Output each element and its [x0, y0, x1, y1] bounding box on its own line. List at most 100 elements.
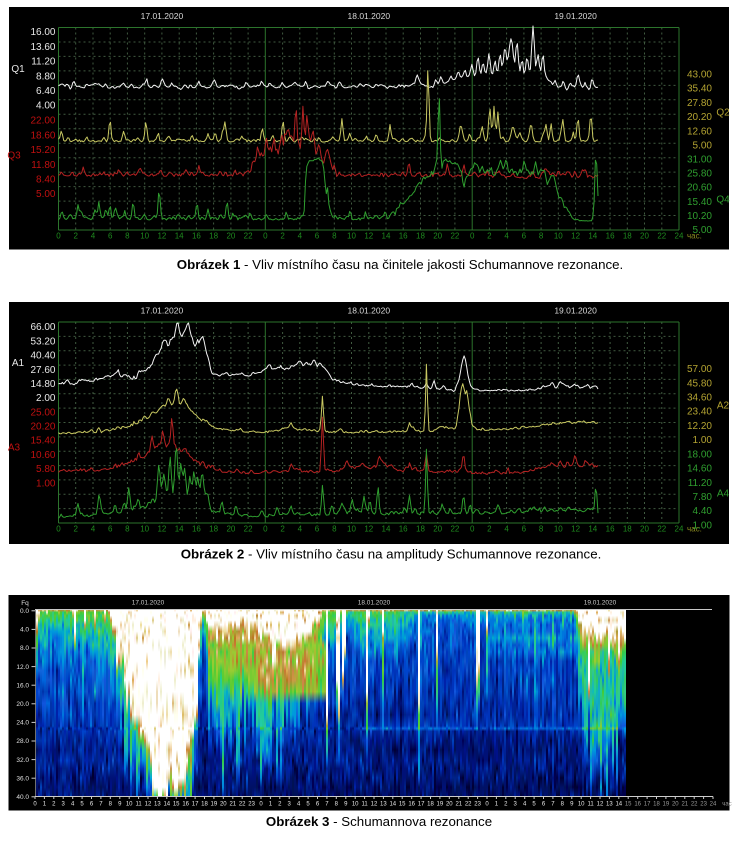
svg-text:2.00: 2.00	[36, 393, 56, 404]
svg-text:34.60: 34.60	[687, 393, 712, 404]
svg-text:5: 5	[306, 802, 310, 808]
svg-text:16: 16	[408, 802, 415, 808]
svg-text:4: 4	[298, 525, 303, 534]
svg-text:10: 10	[126, 802, 133, 808]
svg-text:4: 4	[504, 525, 509, 534]
svg-text:12: 12	[157, 232, 166, 241]
svg-text:20: 20	[226, 232, 235, 241]
svg-text:18: 18	[209, 232, 218, 241]
svg-text:0: 0	[263, 232, 268, 241]
svg-text:12.20: 12.20	[687, 421, 712, 432]
svg-text:17: 17	[644, 802, 651, 808]
svg-text:12: 12	[364, 525, 373, 534]
svg-text:8: 8	[125, 232, 130, 241]
svg-text:27.80: 27.80	[687, 98, 712, 109]
svg-text:15: 15	[399, 802, 406, 808]
svg-text:16.0: 16.0	[16, 682, 29, 689]
svg-text:2: 2	[52, 802, 56, 808]
svg-text:11.20: 11.20	[688, 478, 713, 489]
svg-text:12.0: 12.0	[16, 664, 29, 671]
svg-text:4: 4	[91, 525, 96, 534]
svg-text:8.40: 8.40	[36, 175, 56, 186]
svg-text:2: 2	[278, 802, 282, 808]
svg-text:32.0: 32.0	[16, 757, 29, 764]
svg-text:4: 4	[91, 232, 96, 241]
svg-text:25.80: 25.80	[687, 169, 712, 180]
svg-text:22: 22	[239, 802, 246, 808]
svg-text:18.01.2020: 18.01.2020	[358, 600, 391, 607]
svg-text:11.80: 11.80	[31, 160, 56, 171]
svg-text:7: 7	[99, 802, 103, 808]
svg-text:14: 14	[615, 802, 622, 808]
svg-text:10: 10	[578, 802, 585, 808]
svg-text:22: 22	[657, 525, 666, 534]
svg-text:19.01.2020: 19.01.2020	[554, 11, 597, 21]
svg-text:4.0: 4.0	[20, 627, 29, 634]
svg-text:17: 17	[192, 802, 199, 808]
svg-text:20: 20	[433, 525, 442, 534]
svg-text:10: 10	[554, 525, 563, 534]
svg-text:17.01.2020: 17.01.2020	[132, 600, 165, 607]
svg-text:10: 10	[554, 232, 563, 241]
svg-text:10.20: 10.20	[687, 211, 712, 222]
svg-text:Fq: Fq	[21, 600, 29, 607]
svg-text:14: 14	[588, 232, 597, 241]
svg-text:24.0: 24.0	[16, 720, 29, 727]
svg-text:14: 14	[389, 802, 396, 808]
svg-text:18: 18	[209, 525, 218, 534]
svg-text:66.00: 66.00	[30, 322, 55, 333]
svg-text:A4: A4	[717, 489, 730, 500]
svg-text:12: 12	[597, 802, 604, 808]
svg-text:10.60: 10.60	[30, 450, 55, 461]
svg-text:6: 6	[315, 525, 320, 534]
svg-text:18: 18	[416, 232, 425, 241]
svg-text:12: 12	[364, 232, 373, 241]
svg-text:20: 20	[220, 802, 227, 808]
svg-text:18.01.2020: 18.01.2020	[348, 11, 391, 21]
svg-text:6: 6	[315, 232, 320, 241]
svg-text:час.: час.	[687, 525, 702, 534]
svg-text:18: 18	[653, 802, 660, 808]
svg-text:16: 16	[399, 232, 408, 241]
svg-text:2: 2	[487, 232, 492, 241]
svg-text:0.0: 0.0	[20, 608, 29, 615]
svg-text:0: 0	[485, 802, 489, 808]
svg-text:15: 15	[173, 802, 180, 808]
svg-text:25.00: 25.00	[30, 407, 55, 418]
svg-text:5.80: 5.80	[36, 464, 56, 475]
svg-text:Q3: Q3	[7, 151, 21, 162]
svg-text:12: 12	[571, 525, 580, 534]
svg-text:13: 13	[606, 802, 613, 808]
svg-text:24: 24	[675, 525, 684, 534]
svg-text:40.40: 40.40	[30, 351, 55, 362]
svg-text:22: 22	[657, 232, 666, 241]
svg-text:24: 24	[675, 232, 684, 241]
svg-text:1.00: 1.00	[36, 478, 56, 489]
svg-text:15.40: 15.40	[30, 436, 55, 447]
svg-text:20: 20	[433, 232, 442, 241]
svg-text:18.60: 18.60	[30, 130, 55, 141]
svg-text:18.00: 18.00	[687, 449, 712, 460]
svg-text:0: 0	[470, 525, 475, 534]
svg-text:13.60: 13.60	[30, 42, 55, 53]
svg-text:6: 6	[108, 232, 113, 241]
svg-text:8: 8	[332, 232, 337, 241]
svg-text:11: 11	[587, 802, 594, 808]
svg-text:18: 18	[427, 802, 434, 808]
svg-text:16.00: 16.00	[30, 27, 55, 38]
svg-text:57.00: 57.00	[687, 364, 712, 375]
svg-text:12.60: 12.60	[687, 126, 712, 137]
svg-text:0: 0	[259, 802, 263, 808]
svg-text:5.00: 5.00	[693, 141, 713, 152]
svg-text:Q1: Q1	[11, 64, 25, 75]
svg-text:8: 8	[125, 525, 130, 534]
svg-text:14.60: 14.60	[687, 464, 712, 475]
svg-text:21: 21	[681, 802, 688, 808]
svg-text:11: 11	[361, 802, 368, 808]
svg-text:A1: A1	[12, 358, 25, 369]
svg-text:10: 10	[140, 232, 149, 241]
svg-text:13: 13	[380, 802, 387, 808]
svg-text:8.0: 8.0	[20, 645, 29, 652]
svg-text:45.80: 45.80	[687, 378, 712, 389]
svg-text:22: 22	[244, 525, 253, 534]
